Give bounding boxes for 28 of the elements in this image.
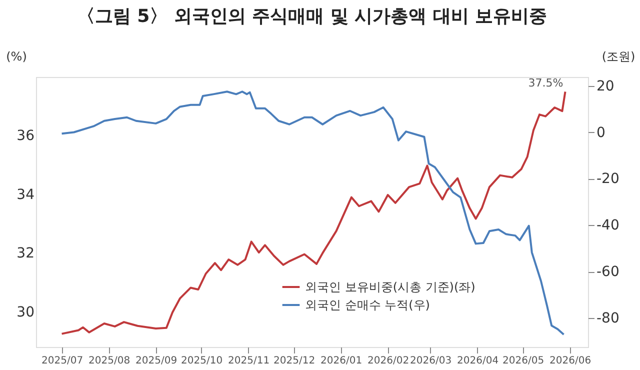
x-tick-label: 2025/11 (228, 356, 270, 366)
y2-tick-label: 20 (596, 78, 614, 94)
x-tick-label: 2025/10 (181, 356, 223, 366)
x-tick-label: 2026/05 (502, 356, 544, 366)
x-tick-label: 2026/06 (550, 356, 592, 366)
x-tick-label: 2026/01 (320, 356, 362, 366)
y2-tick-label: -20 (596, 171, 620, 188)
y-tick-label: 32 (16, 246, 34, 262)
x-tick-label: 2026/04 (457, 356, 499, 366)
x-tick-label: 2026/03 (410, 356, 452, 366)
y2-axis-title: (조원) (602, 50, 636, 64)
x-tick-label: 2025/12 (274, 356, 316, 366)
y2-tick-label: -60 (596, 264, 620, 280)
y-tick-label: 34 (16, 186, 35, 203)
y2-tick-label: -40 (596, 218, 620, 234)
legend-label: 외국인 순매수 누적(우) (305, 298, 430, 312)
x-tick-label: 2026/02 (368, 356, 410, 366)
y2-tick-label: -80 (596, 310, 620, 326)
y-tick-label: 30 (16, 304, 34, 320)
x-tick-label: 2025/07 (42, 356, 84, 366)
y-axis-title: (%) (6, 50, 27, 64)
y2-tick-label: 0 (596, 124, 606, 141)
annotation: 37.5% (528, 76, 564, 90)
x-tick-label: 2025/08 (88, 356, 130, 366)
legend-label: 외국인 보유비중(시총 기준)(좌) (305, 280, 476, 294)
chart-title: 〈그림 5〉 외국인의 주식매매 및 시가총액 대비 보유비중 (76, 6, 548, 27)
x-tick-label: 2025/09 (136, 356, 178, 366)
y-tick-label: 36 (16, 128, 35, 144)
